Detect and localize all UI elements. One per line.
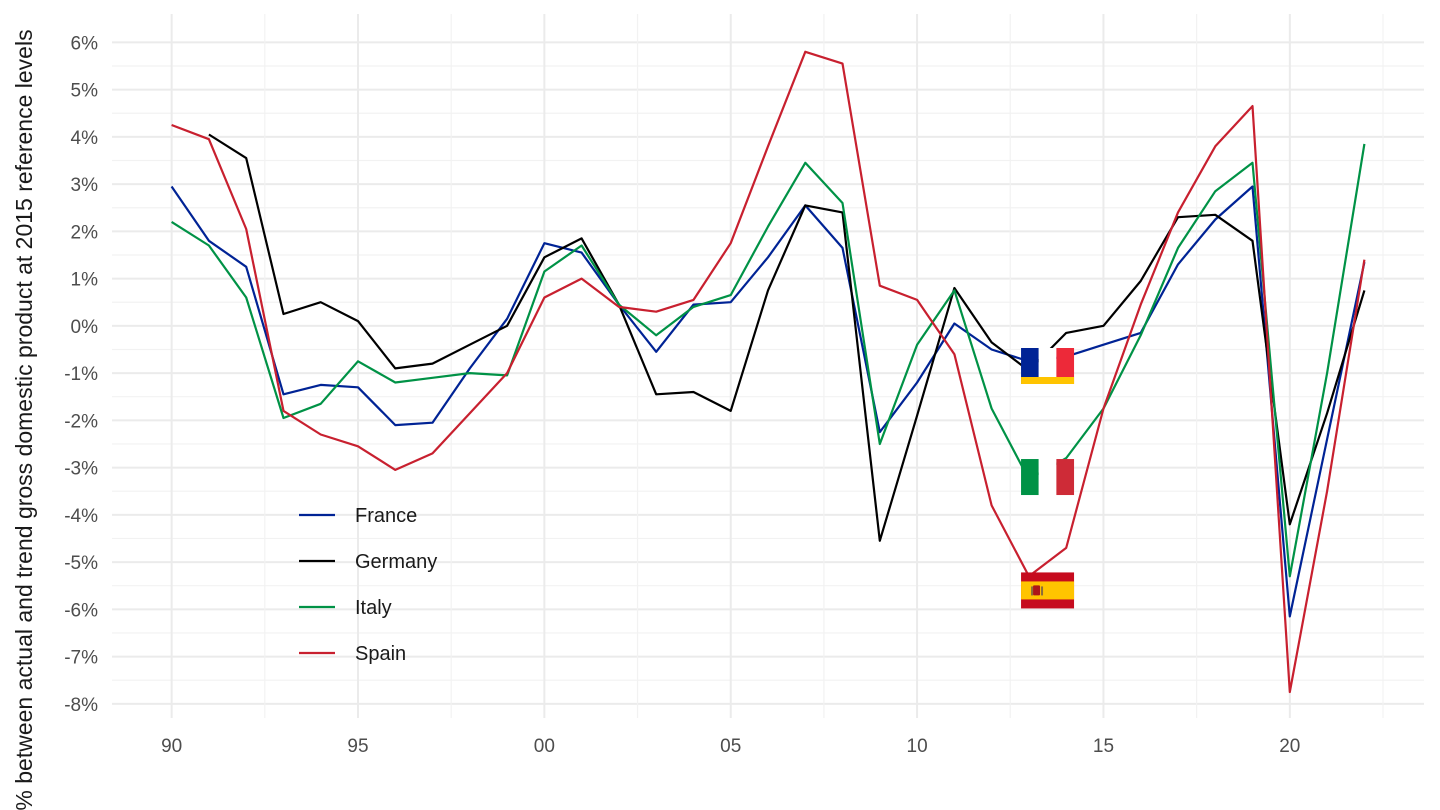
series-line-france	[170, 185, 1366, 618]
flag-stripe	[1038, 459, 1057, 496]
y-tick-label: -2%	[64, 411, 98, 432]
coat-of-arms-icon	[1033, 585, 1041, 596]
x-tick-label: 90	[161, 736, 182, 757]
flag-spain-icon	[1021, 572, 1075, 609]
flag-stripe	[1056, 459, 1075, 496]
series-line-italy	[171, 143, 1366, 578]
legend: France Germany Italy Spain	[299, 505, 437, 665]
y-tick-label: -6%	[64, 600, 98, 621]
y-axis-ticks: -8% -7% -6% -5% -4% -3% -2% -1% 0% 1% 2% 3% 4% 5% 6%	[64, 33, 98, 715]
y-tick-label: -5%	[64, 553, 98, 574]
series-lines	[170, 50, 1366, 694]
y-tick-label: 0%	[71, 317, 99, 338]
y-tick-label: 4%	[71, 128, 99, 149]
pillar-icon	[1031, 586, 1034, 596]
flag-stripe	[1021, 581, 1075, 600]
x-axis-ticks: 90 95 00 05 10 15 20	[161, 736, 1300, 757]
flag-italy-icon	[1021, 459, 1075, 496]
y-tick-label: -1%	[64, 364, 98, 385]
y-tick-label: 1%	[71, 270, 99, 291]
legend-label-germany: Germany	[355, 551, 437, 573]
x-tick-label: 10	[907, 736, 928, 757]
y-tick-label: 5%	[71, 81, 99, 102]
x-tick-label: 95	[347, 736, 368, 757]
y-tick-label: -7%	[64, 648, 98, 669]
series-line-spain	[171, 50, 1366, 694]
y-tick-label: -4%	[64, 506, 98, 527]
flag-stripe	[1021, 348, 1039, 384]
x-tick-label: 20	[1279, 736, 1300, 757]
y-tick-label: 2%	[71, 222, 99, 243]
x-tick-label: 15	[1093, 736, 1114, 757]
legend-label-france: France	[355, 505, 417, 527]
pillar-icon	[1041, 586, 1044, 596]
x-tick-label: 05	[720, 736, 741, 757]
flag-france-icon	[1021, 348, 1075, 384]
legend-label-spain: Spain	[355, 643, 406, 665]
flag-stripe	[1021, 459, 1039, 496]
x-tick-label: 00	[534, 736, 555, 757]
flag-annotations	[1021, 348, 1075, 609]
legend-label-italy: Italy	[355, 597, 392, 619]
y-axis-label: % between actual and trend gross domesti…	[11, 29, 37, 810]
grid-lines	[112, 14, 1424, 718]
y-tick-label: 3%	[71, 175, 99, 196]
y-tick-label: -3%	[64, 459, 98, 480]
flag-stripe	[1038, 348, 1057, 384]
flag-stripe	[1056, 348, 1075, 384]
flag-stripe	[1021, 377, 1075, 384]
y-tick-label: 6%	[71, 33, 99, 54]
y-tick-label: -8%	[64, 695, 98, 716]
